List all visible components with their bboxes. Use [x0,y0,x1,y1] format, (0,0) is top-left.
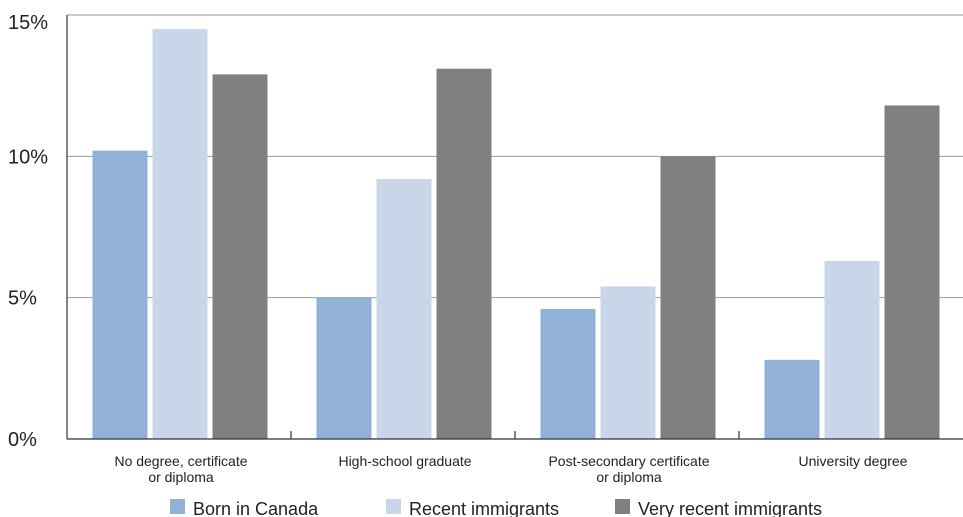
bar [376,178,432,440]
bar [824,260,880,439]
y-tick-label: 0% [8,429,37,451]
legend-swatch [615,499,630,514]
bar [152,29,208,440]
y-tick-label: 5% [8,288,37,310]
legend-label: Recent immigrants [409,499,559,517]
category-label: or diploma [148,469,214,485]
bar [212,74,268,440]
bar [600,286,656,439]
bar [540,308,596,439]
category-label: University degree [799,453,908,469]
bar [92,150,148,439]
category-label: or diploma [596,469,662,485]
bar [316,297,372,439]
legend: Born in Canada Recent immigrants Very rece… [170,499,822,517]
bars [92,29,940,440]
category-label: High-school graduate [338,453,471,469]
legend-label: Very recent immigrants [638,499,822,517]
legend-swatch [170,499,185,514]
category-label: No degree, certificate [114,453,247,469]
y-tick-label: 10% [8,146,48,168]
y-axis: 0% 5% 10% 15% [8,12,68,451]
bar [884,105,940,439]
bar [660,156,716,440]
y-tick-label: 15% [8,12,48,34]
bar [764,359,820,439]
category-label: Post-secondary certificate [548,453,709,469]
legend-label: Born in Canada [193,499,319,517]
bar [436,68,492,439]
legend-swatch [386,499,401,514]
